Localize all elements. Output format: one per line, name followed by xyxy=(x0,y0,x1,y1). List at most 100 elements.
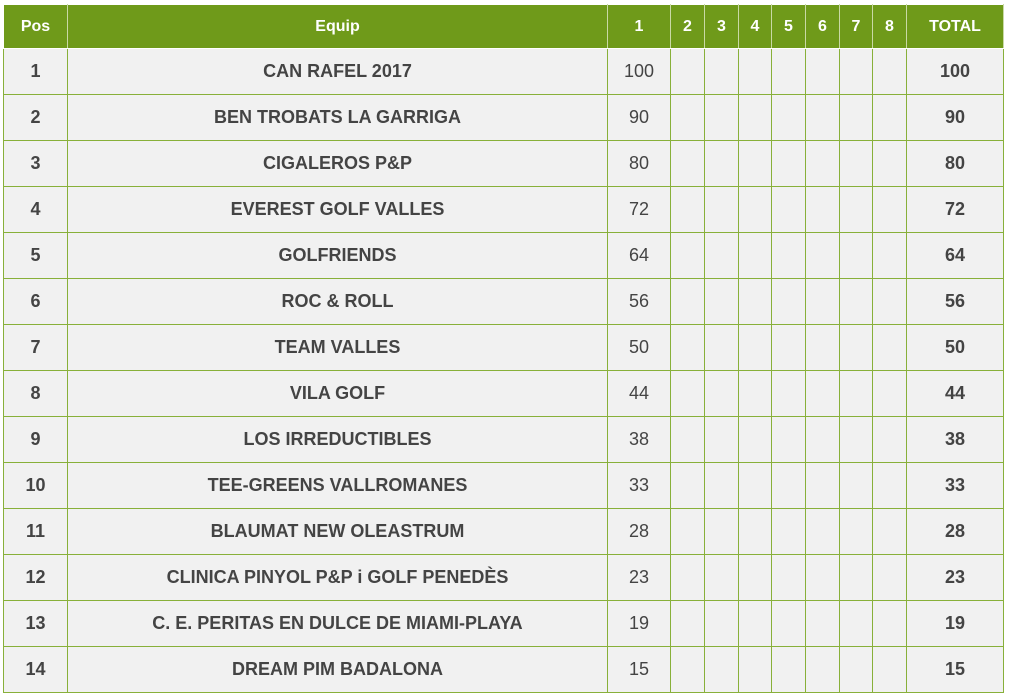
table-row: 2 BEN TROBATS LA GARRIGA 90 90 xyxy=(3,94,1004,141)
table-row: 5 GOLFRIENDS 64 64 xyxy=(3,232,1004,279)
cell-round-3 xyxy=(704,94,739,141)
cell-team: CLINICA PINYOL P&P i GOLF PENEDÈS xyxy=(67,554,608,601)
cell-round-2 xyxy=(670,232,705,279)
cell-round-6 xyxy=(805,186,840,233)
cell-round-3 xyxy=(704,600,739,647)
cell-pos: 3 xyxy=(3,140,68,187)
cell-round-7 xyxy=(839,600,873,647)
cell-round-8 xyxy=(872,232,907,279)
cell-round-6 xyxy=(805,646,840,693)
cell-pos: 4 xyxy=(3,186,68,233)
cell-round-1: 90 xyxy=(607,94,671,141)
cell-round-1: 80 xyxy=(607,140,671,187)
cell-round-4 xyxy=(738,600,772,647)
cell-round-6 xyxy=(805,324,840,371)
cell-round-7 xyxy=(839,94,873,141)
header-round-4: 4 xyxy=(738,4,772,49)
header-pos: Pos xyxy=(3,4,68,49)
cell-round-7 xyxy=(839,462,873,509)
cell-round-4 xyxy=(738,462,772,509)
cell-round-4 xyxy=(738,94,772,141)
cell-round-8 xyxy=(872,462,907,509)
cell-round-8 xyxy=(872,278,907,325)
cell-team: BLAUMAT NEW OLEASTRUM xyxy=(67,508,608,555)
cell-round-5 xyxy=(771,232,806,279)
cell-pos: 1 xyxy=(3,48,68,95)
table-row: 12 CLINICA PINYOL P&P i GOLF PENEDÈS 23 23 xyxy=(3,554,1004,601)
cell-total: 28 xyxy=(906,508,1004,555)
cell-round-7 xyxy=(839,278,873,325)
cell-round-2 xyxy=(670,600,705,647)
cell-total: 72 xyxy=(906,186,1004,233)
cell-pos: 7 xyxy=(3,324,68,371)
cell-round-5 xyxy=(771,48,806,95)
cell-round-7 xyxy=(839,186,873,233)
cell-round-7 xyxy=(839,646,873,693)
cell-team: GOLFRIENDS xyxy=(67,232,608,279)
cell-round-5 xyxy=(771,600,806,647)
cell-total: 64 xyxy=(906,232,1004,279)
cell-round-8 xyxy=(872,416,907,463)
cell-total: 100 xyxy=(906,48,1004,95)
cell-round-2 xyxy=(670,416,705,463)
cell-round-6 xyxy=(805,554,840,601)
header-round-3: 3 xyxy=(704,4,739,49)
cell-round-6 xyxy=(805,508,840,555)
cell-round-2 xyxy=(670,278,705,325)
table-header: Pos Equip 1 2 3 4 5 6 7 8 TOTAL xyxy=(3,4,1004,49)
cell-round-3 xyxy=(704,324,739,371)
cell-round-3 xyxy=(704,646,739,693)
cell-pos: 6 xyxy=(3,278,68,325)
cell-round-7 xyxy=(839,48,873,95)
cell-round-5 xyxy=(771,416,806,463)
table-row: 6 ROC & ROLL 56 56 xyxy=(3,278,1004,325)
cell-round-6 xyxy=(805,140,840,187)
cell-round-5 xyxy=(771,554,806,601)
cell-round-7 xyxy=(839,140,873,187)
table-row: 7 TEAM VALLES 50 50 xyxy=(3,324,1004,371)
header-team: Equip xyxy=(67,4,608,49)
cell-round-1: 33 xyxy=(607,462,671,509)
cell-team: C. E. PERITAS EN DULCE DE MIAMI-PLAYA xyxy=(67,600,608,647)
cell-total: 38 xyxy=(906,416,1004,463)
cell-round-4 xyxy=(738,232,772,279)
cell-round-1: 28 xyxy=(607,508,671,555)
cell-round-5 xyxy=(771,94,806,141)
cell-round-2 xyxy=(670,646,705,693)
cell-round-8 xyxy=(872,324,907,371)
cell-round-8 xyxy=(872,554,907,601)
cell-round-8 xyxy=(872,94,907,141)
cell-total: 19 xyxy=(906,600,1004,647)
cell-team: TEAM VALLES xyxy=(67,324,608,371)
cell-round-4 xyxy=(738,48,772,95)
cell-round-6 xyxy=(805,278,840,325)
cell-round-1: 56 xyxy=(607,278,671,325)
cell-round-3 xyxy=(704,508,739,555)
cell-round-3 xyxy=(704,416,739,463)
cell-round-4 xyxy=(738,278,772,325)
cell-round-2 xyxy=(670,48,705,95)
cell-round-8 xyxy=(872,600,907,647)
table-row: 13 C. E. PERITAS EN DULCE DE MIAMI-PLAYA 1… xyxy=(3,600,1004,647)
cell-round-4 xyxy=(738,324,772,371)
table-row: 1 CAN RAFEL 2017 100 100 xyxy=(3,48,1004,95)
cell-round-2 xyxy=(670,462,705,509)
cell-team: CIGALEROS P&P xyxy=(67,140,608,187)
cell-round-1: 15 xyxy=(607,646,671,693)
cell-round-5 xyxy=(771,508,806,555)
header-round-1: 1 xyxy=(607,4,671,49)
cell-round-8 xyxy=(872,508,907,555)
cell-round-7 xyxy=(839,508,873,555)
cell-round-8 xyxy=(872,186,907,233)
cell-round-4 xyxy=(738,140,772,187)
cell-round-3 xyxy=(704,232,739,279)
cell-round-5 xyxy=(771,462,806,509)
cell-round-7 xyxy=(839,370,873,417)
cell-round-3 xyxy=(704,554,739,601)
table-row: 10 TEE-GREENS VALLROMANES 33 33 xyxy=(3,462,1004,509)
header-total: TOTAL xyxy=(906,4,1004,49)
cell-round-3 xyxy=(704,278,739,325)
cell-team: BEN TROBATS LA GARRIGA xyxy=(67,94,608,141)
cell-round-1: 72 xyxy=(607,186,671,233)
cell-round-6 xyxy=(805,416,840,463)
